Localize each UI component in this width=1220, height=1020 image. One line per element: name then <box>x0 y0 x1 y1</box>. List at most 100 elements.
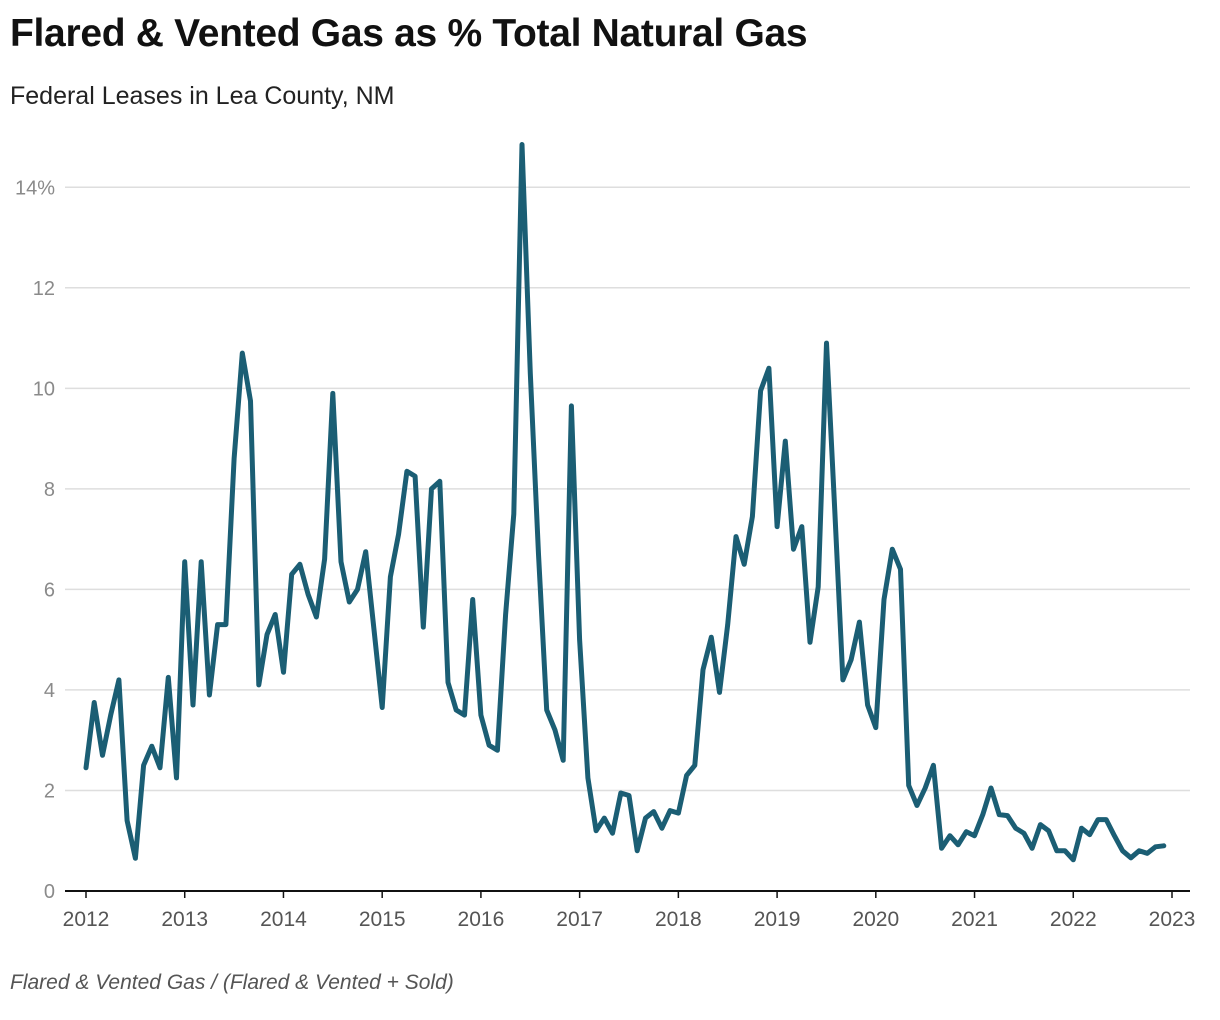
x-tick-label: 2016 <box>458 908 505 931</box>
data-point <box>947 833 952 838</box>
data-point <box>561 758 566 763</box>
data-point <box>676 811 681 816</box>
data-point <box>297 562 302 567</box>
data-point <box>281 670 286 675</box>
data-point <box>1071 857 1076 862</box>
data-point <box>1038 822 1043 827</box>
data-point <box>339 559 344 564</box>
data-point <box>478 713 483 718</box>
data-point <box>840 677 845 682</box>
data-point <box>923 786 928 791</box>
y-tick-label: 8 <box>44 479 55 501</box>
y-tick-label: 4 <box>44 680 55 702</box>
data-point <box>577 637 582 642</box>
x-tick-label: 2019 <box>754 908 801 931</box>
data-point <box>931 763 936 768</box>
data-point <box>372 627 377 632</box>
data-point <box>355 587 360 592</box>
x-tick-label: 2020 <box>852 908 899 931</box>
data-point <box>330 391 335 396</box>
x-tick-label: 2022 <box>1050 908 1097 931</box>
data-point <box>306 592 311 597</box>
data-point <box>635 848 640 853</box>
data-point <box>1153 844 1158 849</box>
gridlines <box>65 186 1190 792</box>
data-point <box>396 532 401 537</box>
data-point <box>215 622 220 627</box>
data-point <box>1128 855 1133 860</box>
data-point <box>1021 831 1026 836</box>
chart-subtitle: Federal Leases in Lea County, NM <box>10 82 395 110</box>
x-tick-label: 2021 <box>951 908 998 931</box>
data-point <box>775 524 780 529</box>
data-point <box>363 549 368 554</box>
data-point <box>256 682 261 687</box>
data-point <box>643 816 648 821</box>
data-point <box>659 826 664 831</box>
data-point <box>141 763 146 768</box>
data-point <box>1054 848 1059 853</box>
data-point <box>84 765 89 770</box>
data-point <box>750 514 755 519</box>
chart-title: Flared & Vented Gas as % Total Natural G… <box>10 12 808 55</box>
data-point <box>857 620 862 625</box>
data-point <box>462 713 467 718</box>
y-tick-label: 2 <box>44 780 55 802</box>
data-point <box>964 829 969 834</box>
data-point <box>437 479 442 484</box>
data-point <box>791 547 796 552</box>
data-point <box>199 559 204 564</box>
data-point <box>651 809 656 814</box>
data-point <box>158 765 163 770</box>
data-point <box>627 793 632 798</box>
data-point <box>207 693 212 698</box>
data-point <box>388 574 393 579</box>
data-point <box>314 615 319 620</box>
data-point <box>1161 843 1166 848</box>
data-point <box>980 812 985 817</box>
data-point <box>956 842 961 847</box>
data-point <box>149 744 154 749</box>
data-point <box>594 828 599 833</box>
x-tick-label: 2013 <box>161 908 208 931</box>
data-point <box>470 597 475 602</box>
data-point <box>191 703 196 708</box>
data-point <box>1096 817 1101 822</box>
data-point <box>347 600 352 605</box>
data-point <box>265 632 270 637</box>
data-point <box>116 677 121 682</box>
data-point <box>717 690 722 695</box>
data-point <box>816 584 821 589</box>
data-point <box>1079 826 1084 831</box>
data-point <box>454 708 459 713</box>
x-tick-label: 2014 <box>260 908 307 931</box>
data-point <box>544 708 549 713</box>
data-point <box>511 512 516 517</box>
data-point <box>380 705 385 710</box>
data-point <box>849 657 854 662</box>
y-axis-ticks: 0 2 4 6 8 10 12 14% <box>15 177 55 903</box>
data-point <box>610 831 615 836</box>
data-point <box>890 547 895 552</box>
y-tick-label: 10 <box>33 378 55 400</box>
data-point <box>108 713 113 718</box>
data-point <box>487 743 492 748</box>
data-point <box>240 351 245 356</box>
data-point <box>174 775 179 780</box>
data-point <box>528 371 533 376</box>
data-point <box>898 567 903 572</box>
data-point <box>421 625 426 630</box>
data-point <box>742 562 747 567</box>
data-point <box>832 507 837 512</box>
y-tick-label: 14% <box>15 177 55 199</box>
data-point <box>223 622 228 627</box>
series-line-0 <box>83 142 1167 863</box>
x-tick-label: 2015 <box>359 908 406 931</box>
data-point <box>92 700 97 705</box>
x-tick-label: 2017 <box>556 908 603 931</box>
data-point <box>709 635 714 640</box>
data-point <box>553 728 558 733</box>
data-point <box>882 597 887 602</box>
data-point <box>569 403 574 408</box>
data-point <box>1112 833 1117 838</box>
